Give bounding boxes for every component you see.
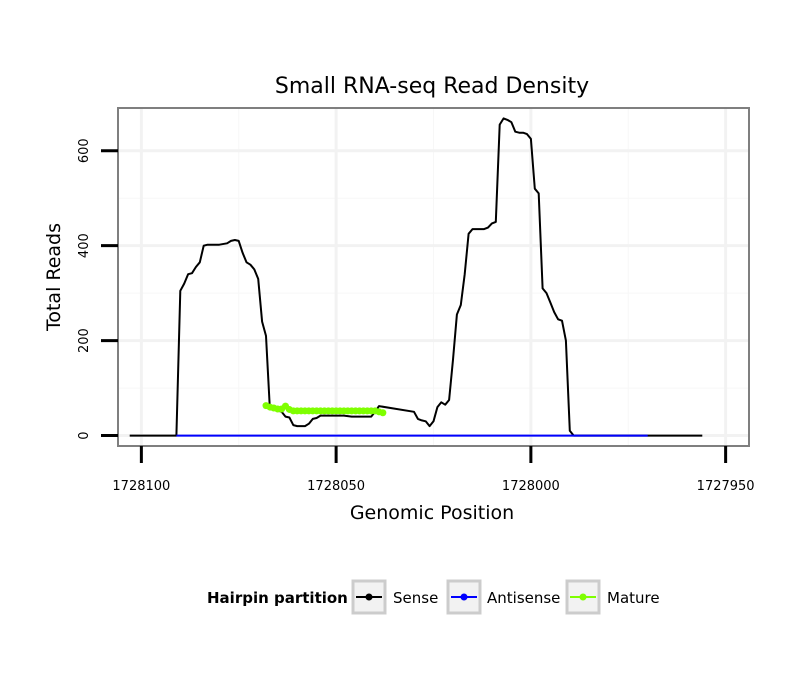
x-tick-label: 1728100	[112, 479, 170, 494]
y-tick-label: 200	[77, 328, 92, 353]
legend-point-sense	[365, 593, 373, 601]
legend-label-antisense: Antisense	[487, 589, 560, 607]
legend-item-sense: Sense	[351, 579, 438, 615]
y-tick-label: 600	[77, 138, 92, 163]
legend-title: Hairpin partition	[207, 589, 348, 607]
plot-panel-border	[117, 107, 750, 447]
x-tick-label: 1728050	[307, 479, 365, 494]
x-axis: 1728100 1728050 1728000 1727950	[112, 446, 755, 494]
x-axis-label: Genomic Position	[350, 502, 514, 524]
legend: Hairpin partition Sense Antisense Mature	[207, 579, 660, 615]
y-axis: 0 200 400 600	[77, 138, 118, 440]
y-tick-label: 400	[77, 233, 92, 258]
y-tick-label: 0	[77, 431, 92, 439]
series-layer	[129, 117, 703, 437]
grid-lines	[118, 108, 749, 446]
legend-label-mature: Mature	[607, 589, 660, 607]
legend-point-mature	[579, 593, 587, 601]
chart-title: Small RNA-seq Read Density	[275, 74, 589, 99]
data-point-mature	[379, 409, 387, 417]
legend-point-antisense	[460, 593, 468, 601]
legend-item-antisense: Antisense	[446, 579, 560, 615]
y-axis-label: Total Reads	[43, 223, 65, 332]
x-tick-label: 1728000	[502, 479, 560, 494]
x-tick-label: 1727950	[697, 479, 755, 494]
legend-label-sense: Sense	[393, 589, 438, 607]
legend-item-mature: Mature	[565, 579, 660, 615]
